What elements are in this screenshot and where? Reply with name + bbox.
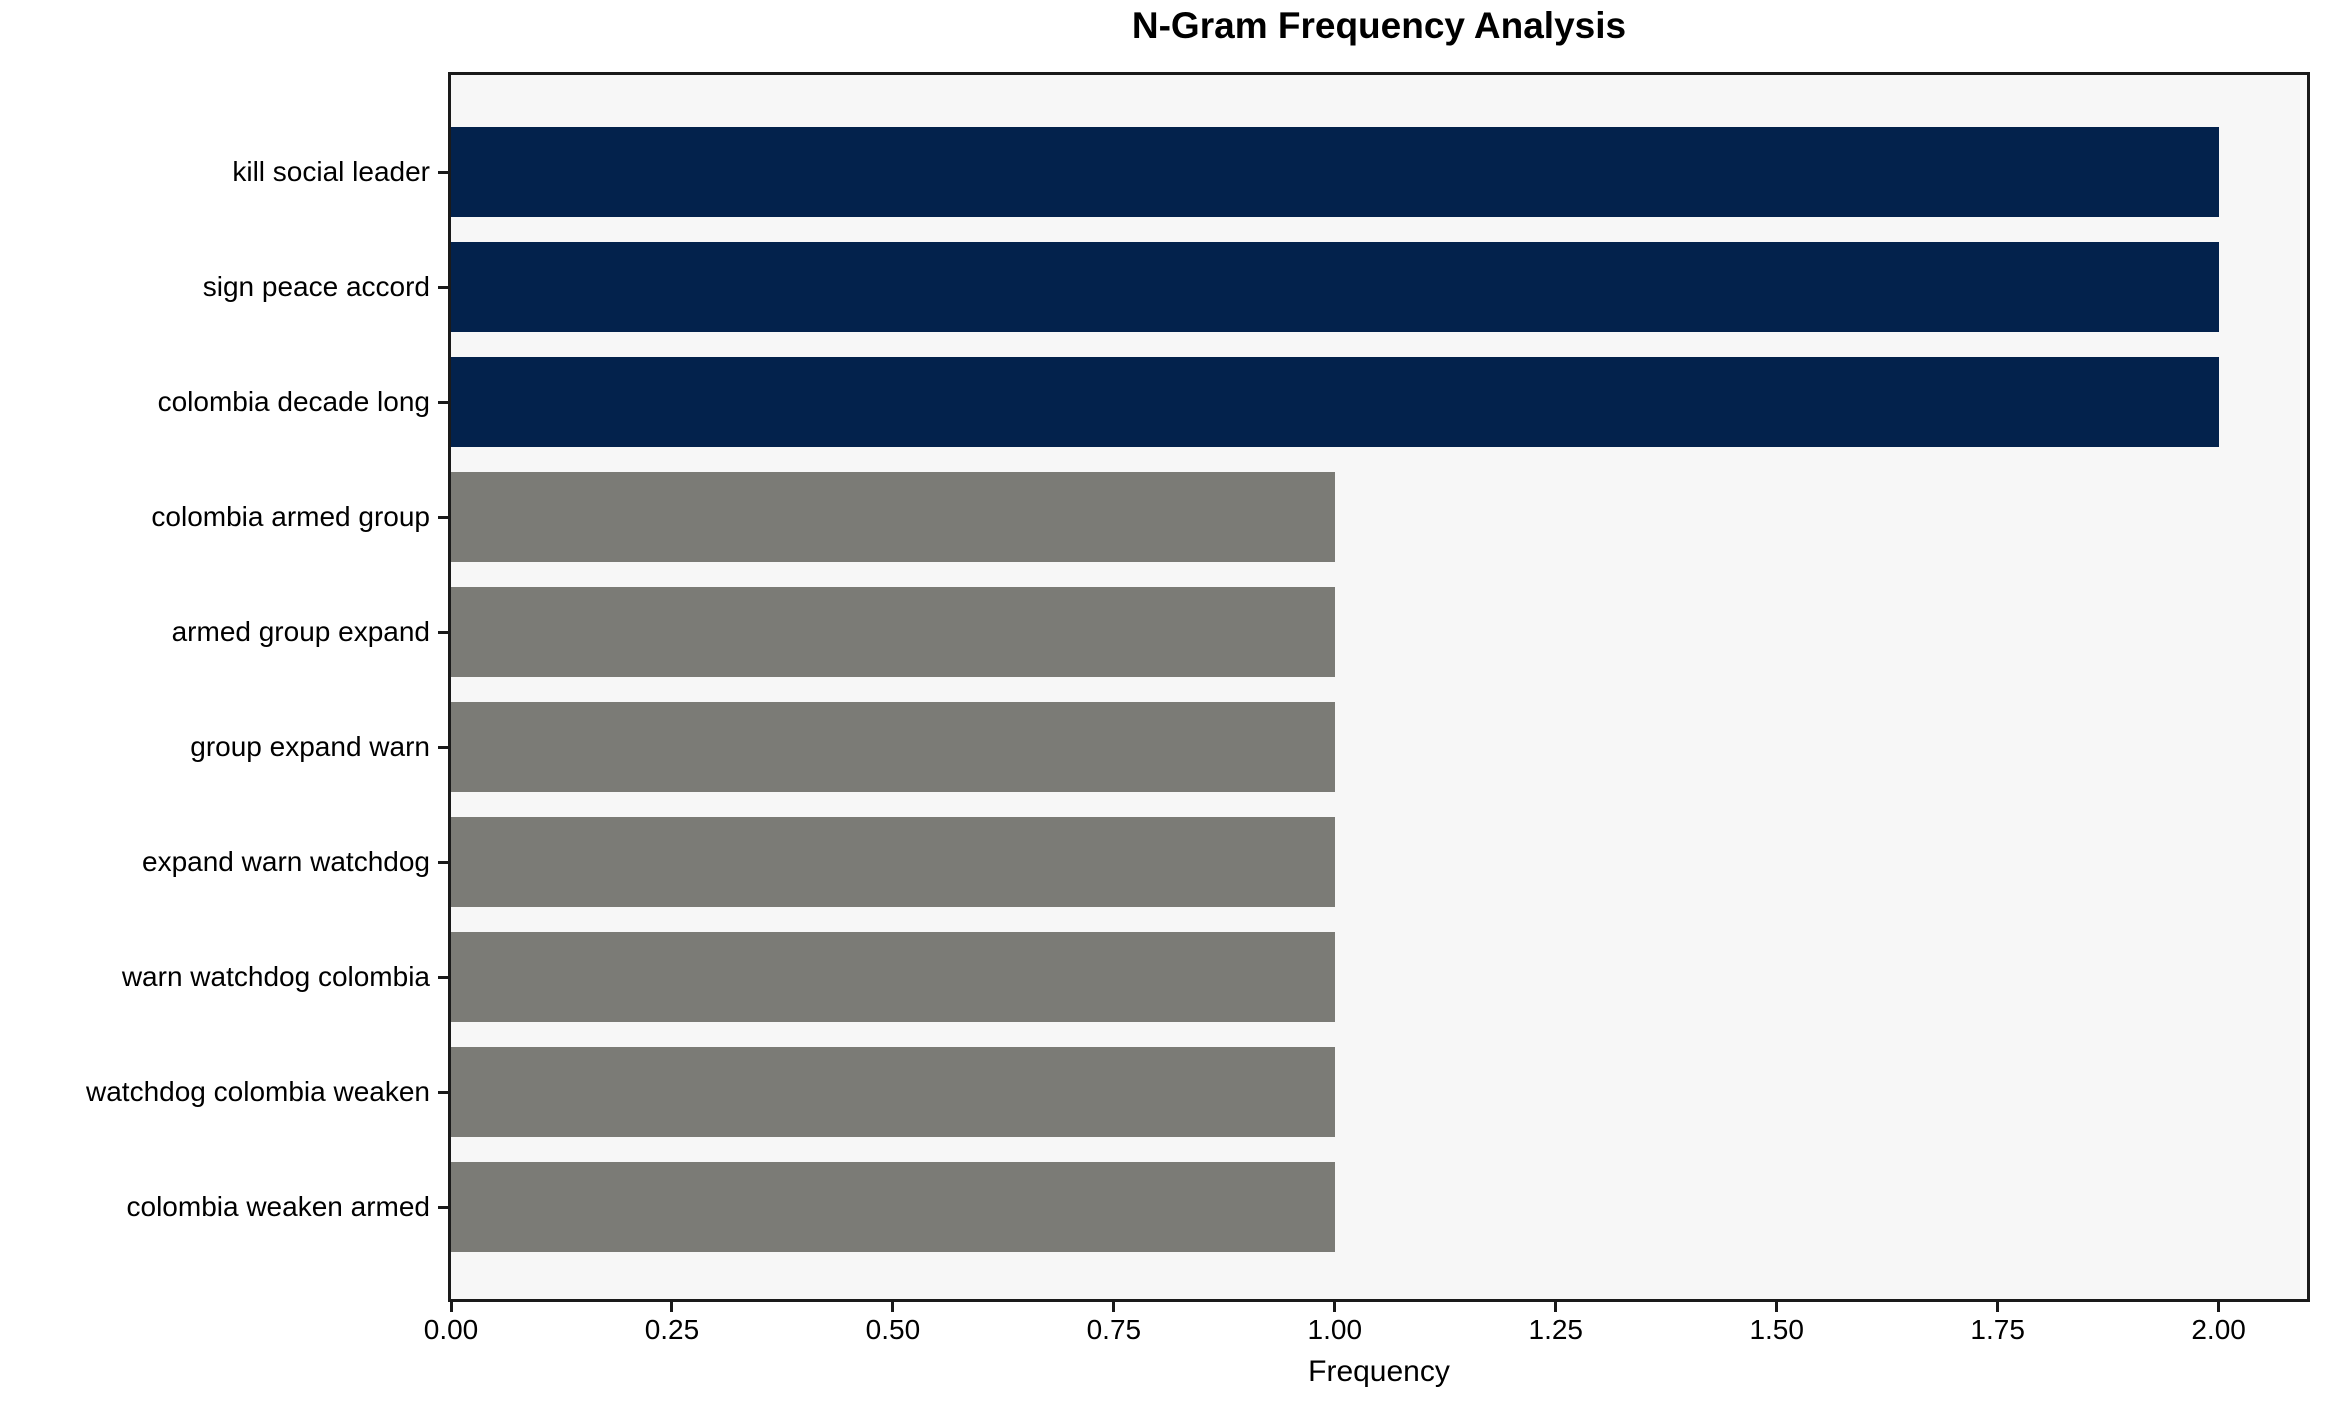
x-tick-mark — [1333, 1302, 1337, 1312]
y-tick-label: group expand warn — [190, 731, 430, 762]
bar-6 — [451, 817, 1335, 907]
bar-9 — [451, 1162, 1335, 1252]
x-tick-label: 1.00 — [1307, 1314, 1363, 1345]
x-tick-label: 0.50 — [865, 1314, 921, 1345]
bar-0 — [451, 127, 2219, 217]
y-tick-label: colombia weaken armed — [126, 1191, 431, 1222]
x-tick-label: 0.00 — [423, 1314, 479, 1345]
y-tick-mark — [438, 976, 448, 979]
y-tick-label: expand warn watchdog — [142, 846, 430, 877]
y-tick-label: watchdog colombia weaken — [86, 1076, 430, 1107]
y-tick-mark — [438, 1206, 448, 1209]
x-tick-label: 1.75 — [1970, 1314, 2025, 1345]
x-tick-label: 1.50 — [1749, 1314, 1804, 1345]
bar-5 — [451, 702, 1335, 792]
y-tick-mark — [438, 286, 448, 289]
x-tick-mark — [670, 1302, 674, 1312]
y-tick-mark — [438, 171, 448, 174]
y-tick-mark — [438, 401, 448, 404]
y-tick-mark — [438, 516, 448, 519]
bar-1 — [451, 242, 2219, 332]
x-tick-label: 0.25 — [644, 1314, 700, 1345]
bar-3 — [451, 472, 1335, 562]
bar-2 — [451, 357, 2219, 447]
x-tick-mark — [1996, 1302, 2000, 1312]
bar-8 — [451, 1047, 1335, 1137]
y-tick-mark — [438, 861, 448, 864]
y-tick-label: kill social leader — [232, 156, 430, 187]
y-tick-mark — [438, 746, 448, 749]
x-tick-label: 0.75 — [1086, 1314, 1142, 1345]
x-tick-mark — [1112, 1302, 1116, 1312]
y-tick-label: armed group expand — [171, 616, 430, 647]
y-tick-label: sign peace accord — [202, 271, 430, 302]
x-tick-mark — [449, 1302, 453, 1312]
y-tick-label: warn watchdog colombia — [121, 961, 430, 992]
x-tick-mark — [891, 1302, 895, 1312]
chart-title: N-Gram Frequency Analysis — [1131, 5, 1627, 46]
y-tick-mark — [438, 1091, 448, 1094]
x-tick-label: 2.00 — [2191, 1314, 2246, 1345]
x-tick-mark — [1554, 1302, 1558, 1312]
bar-7 — [451, 932, 1335, 1022]
y-tick-label: colombia decade long — [157, 386, 430, 417]
x-tick-label: 1.25 — [1528, 1314, 1584, 1345]
x-tick-mark — [2217, 1302, 2221, 1312]
plot-area — [448, 72, 2310, 1302]
x-axis-label: Frequency — [1308, 1355, 1450, 1388]
y-tick-mark — [438, 631, 448, 634]
bar-4 — [451, 587, 1335, 677]
x-tick-mark — [1775, 1302, 1779, 1312]
y-tick-label: colombia armed group — [151, 501, 430, 532]
